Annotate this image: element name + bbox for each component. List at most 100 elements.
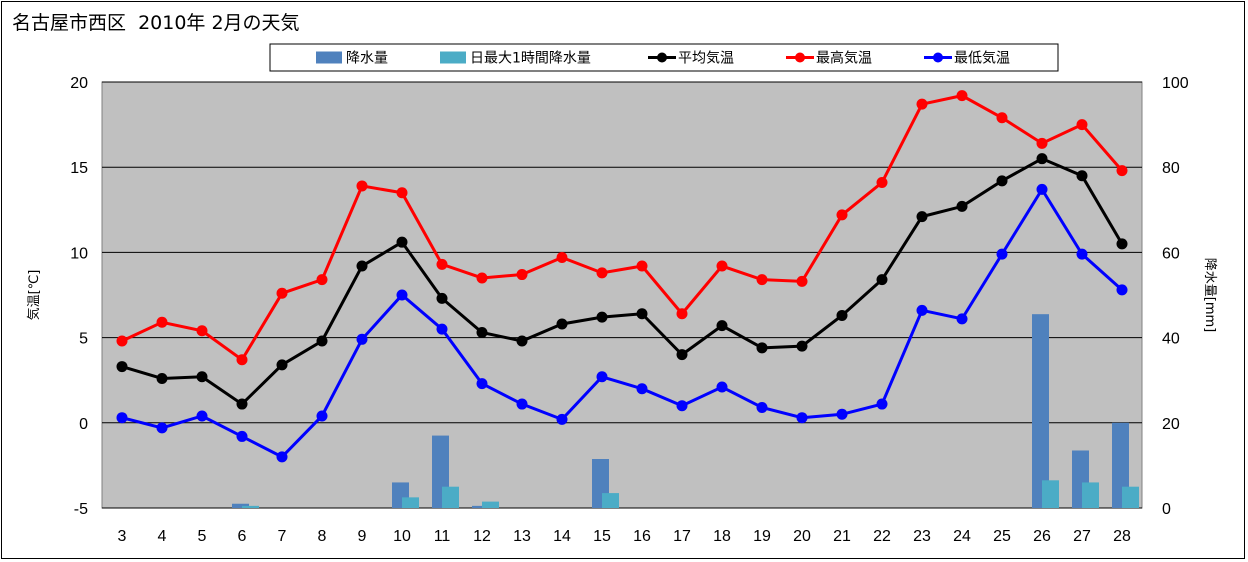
- data-point: [756, 342, 768, 354]
- x-tick: 14: [553, 528, 571, 545]
- y-tick-left: 0: [79, 416, 88, 433]
- data-point: [756, 274, 768, 286]
- data-point: [436, 323, 448, 335]
- data-point: [956, 313, 968, 325]
- bar: [602, 493, 619, 508]
- bar: [1082, 482, 1099, 508]
- data-point: [156, 422, 168, 434]
- legend-marker: [795, 52, 805, 63]
- x-tick: 12: [473, 528, 491, 545]
- x-tick: 11: [434, 528, 451, 545]
- data-point: [356, 180, 368, 192]
- data-point: [876, 274, 888, 286]
- line-series: [116, 90, 1128, 463]
- data-point: [276, 451, 288, 463]
- data-point: [236, 398, 248, 410]
- data-point: [156, 316, 168, 328]
- data-point: [596, 267, 608, 279]
- x-tick: 3: [118, 528, 127, 545]
- y-tick-right: 100: [1162, 75, 1189, 92]
- data-point: [1116, 165, 1128, 177]
- series-line: [121, 186, 1124, 459]
- data-point: [956, 200, 968, 212]
- data-point: [956, 90, 968, 102]
- data-point: [476, 326, 488, 338]
- data-point: [356, 260, 368, 272]
- x-tick: 15: [593, 528, 611, 545]
- bar-series: [232, 314, 1139, 508]
- data-point: [196, 371, 208, 383]
- x-tick: 10: [393, 528, 411, 545]
- data-point: [756, 401, 768, 413]
- data-point: [796, 275, 808, 287]
- series-line: [121, 157, 1124, 406]
- data-point: [636, 260, 648, 272]
- bar: [1122, 486, 1139, 508]
- x-tick: 24: [953, 528, 971, 545]
- y-axis-label-left: 気温[℃]: [26, 270, 42, 321]
- data-point: [676, 308, 688, 320]
- data-point: [1076, 170, 1088, 182]
- data-point: [156, 372, 168, 384]
- data-point: [1036, 137, 1048, 149]
- data-point: [996, 175, 1008, 187]
- data-point: [276, 287, 288, 299]
- data-point: [396, 289, 408, 301]
- data-point: [316, 410, 328, 422]
- data-point: [636, 308, 648, 320]
- bar: [482, 501, 499, 508]
- x-tick: 4: [158, 528, 167, 545]
- legend: 降水量 日最大1時間降水量 平均気温 最高気温 最低気温: [269, 43, 1059, 72]
- y-tick-right: 20: [1162, 416, 1180, 433]
- data-point: [116, 335, 128, 347]
- y-tick-right: 40: [1162, 331, 1180, 348]
- data-point: [196, 410, 208, 422]
- legend-swatch: [440, 51, 466, 64]
- x-tick: 5: [198, 528, 207, 545]
- data-point: [916, 98, 928, 110]
- x-axis-ticks: 3 4 5 6 7 8 9 10 11 12 13 14 15 16 17 18 19 20 21 22 23 24 25 2…: [118, 528, 1131, 545]
- data-point: [996, 112, 1008, 124]
- x-tick: 6: [238, 528, 247, 545]
- x-tick: 18: [713, 528, 731, 545]
- y-tick-left: -5: [74, 501, 88, 518]
- bar: [442, 486, 459, 508]
- x-tick: 22: [873, 528, 891, 545]
- data-point: [716, 381, 728, 393]
- data-point: [836, 408, 848, 420]
- x-tick: 13: [513, 528, 531, 545]
- data-point: [236, 430, 248, 442]
- data-point: [836, 309, 848, 321]
- data-point: [236, 354, 248, 366]
- right-axis-ticks: 100 80 60 40 20 0: [1162, 75, 1189, 518]
- x-tick: 21: [833, 528, 851, 545]
- data-point: [796, 412, 808, 424]
- x-tick: 27: [1073, 528, 1091, 545]
- x-tick: 23: [913, 528, 931, 545]
- data-point: [396, 236, 408, 248]
- y-tick-left: 10: [70, 245, 88, 262]
- data-point: [556, 413, 568, 425]
- data-point: [476, 272, 488, 284]
- data-point: [596, 371, 608, 383]
- y-axis-label-right: 降水量[mm]: [1202, 258, 1217, 332]
- data-point: [636, 383, 648, 395]
- y-tick-left: 15: [70, 160, 88, 177]
- y-tick-right: 0: [1162, 501, 1171, 518]
- gridlines: [102, 81, 1142, 509]
- x-tick: 8: [318, 528, 327, 545]
- data-point: [596, 311, 608, 323]
- legend-marker: [657, 52, 667, 63]
- data-point: [556, 318, 568, 330]
- legend-label: 最低気温: [954, 51, 1010, 67]
- data-point: [436, 292, 448, 304]
- legend-marker: [933, 52, 943, 63]
- data-point: [116, 361, 128, 373]
- data-point: [716, 260, 728, 272]
- data-point: [1076, 248, 1088, 260]
- x-tick: 19: [753, 528, 771, 545]
- data-point: [196, 325, 208, 337]
- series-line: [121, 94, 1124, 362]
- data-point: [356, 333, 368, 345]
